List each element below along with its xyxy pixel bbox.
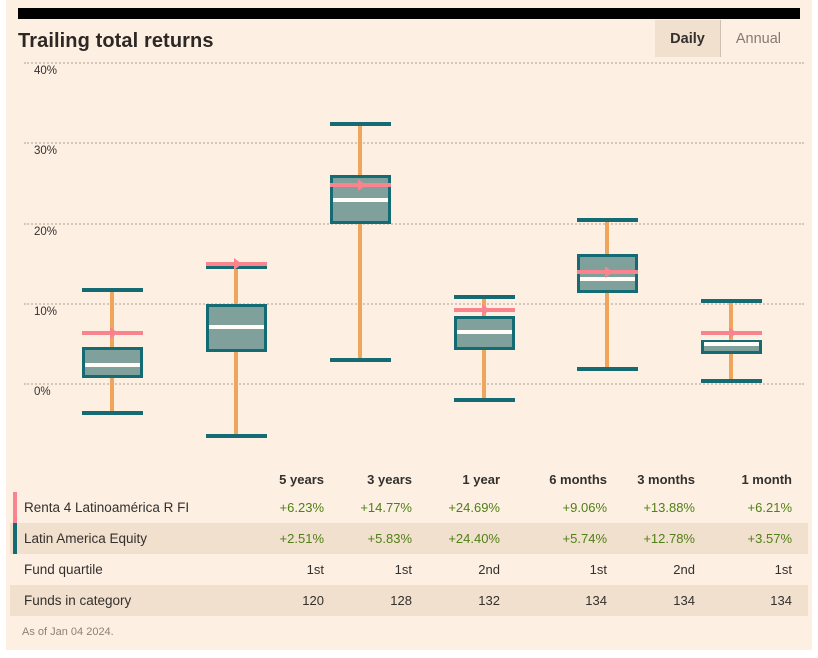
table-row: Funds in category 120 128 132 134 134 134 [10, 585, 808, 616]
whisker-high-cap-5-years [81, 287, 143, 292]
row-value: 132 [478, 593, 500, 608]
column-header-3-years: 3 years [367, 471, 412, 487]
gridline-10% [24, 302, 804, 305]
table-header-row: 5 years 3 years 1 year 6 months 3 months 1 mo… [10, 466, 808, 492]
fund-marker-arrow-icon [482, 304, 490, 317]
whisker-low-cap-3-years [205, 433, 267, 438]
boxplot-chart: 40% 30% 20% 10% 0% [24, 62, 804, 442]
fund-marker-arrow-icon [110, 327, 118, 339]
column-header-3-months: 3 months [637, 471, 695, 487]
row-label: Renta 4 Latinoamérica R FI [24, 500, 190, 515]
y-tick-label: 0% [34, 386, 51, 398]
row-value: +14.77% [360, 500, 412, 515]
y-tick-label: 20% [34, 225, 58, 238]
y-tick-label: 40% [34, 65, 58, 77]
whisker-high-cap-1-year [329, 121, 391, 126]
median-line-3-years [208, 324, 264, 329]
row-value: +5.83% [367, 531, 412, 546]
row-label: Fund quartile [24, 562, 103, 577]
row-value: 1st [306, 562, 324, 577]
y-tick-label: 10% [34, 305, 58, 318]
whisker-low-cap-5-years [81, 411, 143, 416]
gridline-20% [24, 222, 804, 225]
row-value: 134 [585, 593, 607, 608]
column-header-5-years: 5 years [279, 471, 324, 487]
fund-marker-arrow-icon [234, 258, 242, 271]
column-header-1-year: 1 year [462, 471, 500, 487]
column-header-6-months: 6 months [549, 471, 607, 487]
row-value: 128 [390, 593, 412, 608]
top-black-bar [18, 8, 800, 19]
whisker-high-cap-3-months [576, 218, 638, 223]
row-value: 2nd [673, 562, 695, 577]
y-tick-label: 30% [34, 145, 58, 158]
whisker-low-cap-1-year [329, 357, 391, 362]
whisker-low-cap-3-months [576, 367, 638, 372]
median-line-1-month [703, 342, 759, 347]
as-of-note: As of Jan 04 2024. [22, 626, 114, 638]
gridline-0% [24, 383, 804, 385]
table-row: Latin America Equity +2.51% +5.83% +24.40% +… [10, 523, 808, 554]
whisker-stem-3-months [605, 220, 609, 370]
row-value: 1st [589, 562, 607, 577]
fund-marker-arrow-icon [358, 178, 366, 191]
page-title: Trailing total returns [18, 30, 214, 52]
returns-table: 5 years 3 years 1 year 6 months 3 months 1 mo… [10, 466, 808, 616]
row-value: +13.88% [643, 500, 695, 515]
gridline-30% [24, 142, 804, 145]
whisker-low-cap-1-month [700, 378, 762, 383]
row-value: +3.57% [747, 531, 792, 546]
row-value: 120 [302, 593, 324, 608]
row-value: +12.78% [643, 531, 695, 546]
row-value: 2nd [478, 562, 500, 577]
tab-annual[interactable]: Annual [719, 20, 796, 57]
row-value: 1st [774, 562, 792, 577]
pink-accent-bar [13, 492, 17, 523]
median-line-5-years [84, 363, 140, 368]
row-value: +24.69% [448, 500, 500, 515]
whisker-low-cap-6-months [453, 397, 515, 402]
table-row: Renta 4 Latinoamérica R FI +6.23% +14.77% +… [10, 492, 808, 523]
median-line-1-year [332, 198, 388, 203]
trailing-returns-panel: Trailing total returns Daily Annual 40% 3… [6, 0, 812, 650]
row-value: 134 [770, 593, 792, 608]
row-label: Funds in category [24, 593, 132, 608]
row-value: +5.74% [562, 531, 607, 546]
row-label: Latin America Equity [24, 531, 148, 546]
whisker-high-cap-1-month [700, 299, 762, 304]
fund-marker-arrow-icon [729, 327, 737, 340]
frequency-tabs: Daily Annual [655, 20, 796, 57]
whisker-high-cap-6-months [453, 295, 515, 300]
gridline-40% [24, 62, 804, 64]
median-line-3-months [579, 276, 635, 281]
teal-accent-bar [13, 523, 17, 554]
row-value: +9.06% [562, 500, 607, 515]
column-header-1-month: 1 month [741, 471, 792, 487]
row-value: +6.21% [747, 500, 792, 515]
fund-marker-arrow-icon [605, 265, 613, 278]
row-value: +6.23% [279, 500, 324, 515]
row-value: 134 [673, 593, 695, 608]
row-value: 1st [394, 562, 412, 577]
row-value: +2.51% [279, 531, 324, 546]
table-row: Fund quartile 1st 1st 2nd 1st 2nd 1st [10, 554, 808, 585]
median-line-6-months [456, 329, 512, 334]
tab-daily[interactable]: Daily [655, 20, 720, 57]
row-value: +24.40% [448, 531, 500, 546]
quartile-box-5-years [81, 346, 143, 379]
whisker-stem-1-year [358, 123, 362, 360]
